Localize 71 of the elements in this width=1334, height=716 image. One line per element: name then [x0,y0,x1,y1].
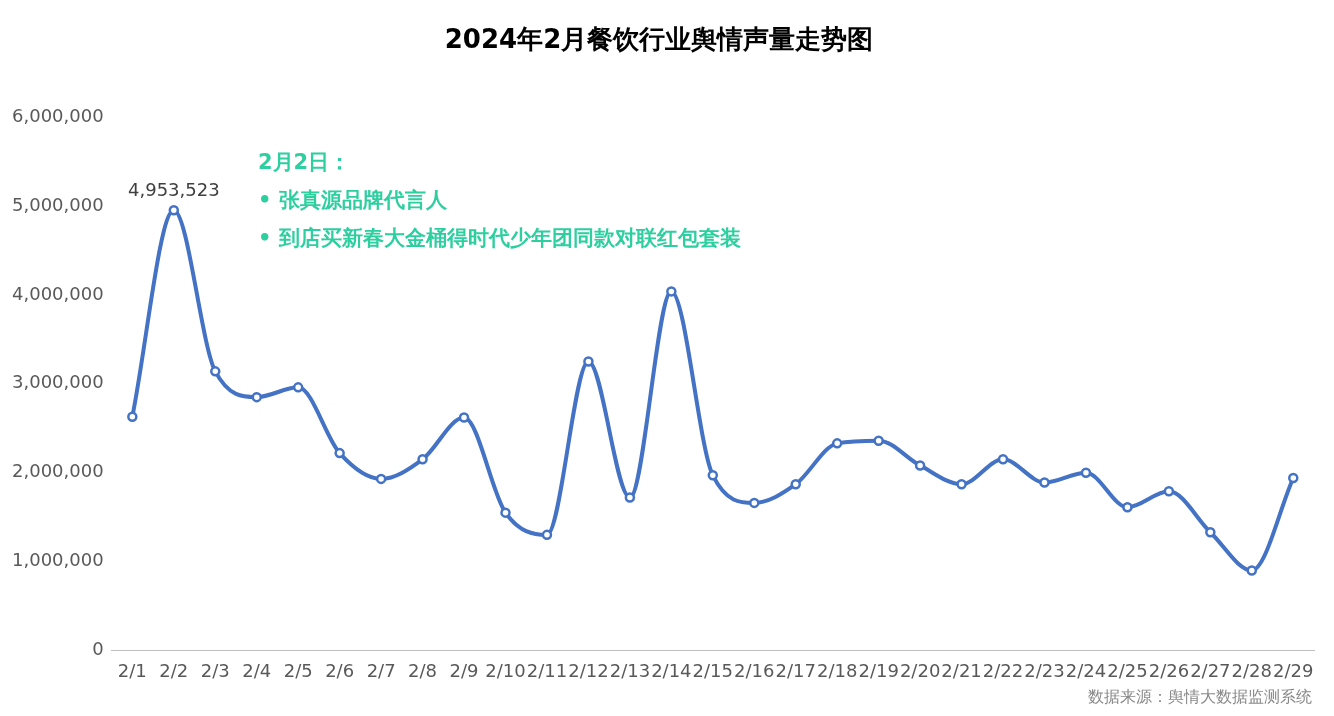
y-tick-label: 6,000,000 [12,104,104,126]
point [749,497,760,509]
y-tick-label: 3,000,000 [12,371,104,393]
point [1122,502,1133,513]
point [500,507,511,518]
point [666,286,677,297]
annotation: • 张真源品牌代言人 [258,187,448,214]
point [956,478,967,490]
point [624,492,636,503]
point [1039,477,1050,488]
point [417,454,428,465]
point [251,391,262,403]
point [1205,526,1216,538]
x-tick-label: 2/3 [200,659,230,681]
x-tick-label: 2/16 [734,659,775,681]
x-tick-label: 2/26 [1148,659,1190,681]
x-tick-label: 2/24 [1065,659,1107,681]
x-tick-label: 2/6 [325,659,355,681]
y-tick-label: 5,000,000 [12,193,104,215]
point [458,412,470,423]
chart-title: 2024年2月餐饮行业舆情声量走势图 [444,24,874,55]
x-tick-label: 2/14 [651,659,692,681]
point [127,411,138,422]
point [1288,472,1299,484]
x-tick-label: 2/21 [941,659,982,681]
x-tick-label: 2/20 [899,659,941,681]
point [914,460,926,471]
point [873,435,884,446]
x-tick-label: 2/12 [568,659,609,681]
point [541,529,553,541]
x-tick-label: 2/5 [283,659,313,681]
y-tick-label: 0 [92,638,104,660]
x-tick-label: 2/13 [609,659,651,681]
y-tick-label: 4,000,000 [12,282,104,304]
x-tick-label: 2/28 [1231,659,1273,681]
x-tick-label: 2/10 [485,659,526,681]
x-tick-label: 2/8 [408,659,438,681]
x-tick-label: 2/2 [159,659,189,681]
point [583,356,594,367]
data-label: 4,953,523 [128,179,220,201]
x-tick-label: 2/7 [366,659,396,681]
annotation: • 到店买新春大金桶得时代少年团同款对联红包套装 [258,225,742,252]
point [1080,467,1092,478]
x-tick-label: 2/27 [1190,659,1231,681]
x-tick-label: 2/29 [1273,659,1314,681]
point [210,366,221,377]
x-tick-label: 2/15 [692,659,734,681]
x-tick-label: 2/19 [858,659,899,681]
y-tick-label: 1,000,000 [12,549,104,571]
x-tick-label: 2/23 [1024,659,1065,681]
source-note: 数据来源：舆情大数据监测系统 [1088,687,1312,708]
x-tick-label: 2/9 [449,659,479,681]
point [707,470,719,481]
point [997,454,1009,465]
point [375,473,387,485]
point [1246,565,1258,576]
point [292,382,304,393]
x-tick-label: 2/1 [117,659,147,681]
x-tick-label: 2/22 [982,659,1024,681]
x-tick-label: 2/25 [1107,659,1148,681]
point [334,447,345,459]
point [831,438,843,449]
x-tick-label: 2/4 [242,659,272,681]
point [1163,486,1175,497]
x-tick-label: 2/11 [526,659,568,681]
point [790,478,801,490]
point [168,204,180,216]
x-tick-label: 2/18 [816,659,858,681]
x-tick-label: 2/17 [775,659,816,681]
y-tick-label: 2,000,000 [12,460,104,482]
annotation: 2月2日： [258,149,352,176]
